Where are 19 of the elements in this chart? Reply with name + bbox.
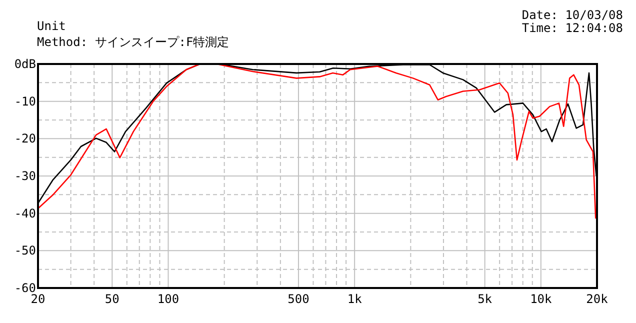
x-tick-label: 5k	[478, 292, 493, 306]
text: Date: 10/03/08	[522, 8, 623, 22]
x-tick-label: 10k	[530, 292, 553, 306]
x-tick-label: 500	[288, 292, 310, 306]
y-tick-label: -10	[14, 94, 36, 108]
x-tick-label: 1k	[347, 292, 363, 306]
y-tick-label: -60	[14, 281, 36, 295]
text: Method: サインスイープ:F特測定	[37, 35, 230, 49]
text: Unit	[37, 19, 66, 33]
y-tick-label: -40	[14, 206, 36, 220]
y-tick-label: -30	[14, 169, 36, 183]
x-tick-label: 20	[30, 292, 46, 306]
y-tick-label: -50	[14, 244, 36, 258]
y-tick-label: -20	[14, 132, 36, 146]
x-tick-label: 50	[104, 292, 120, 306]
x-tick-label: 20k	[586, 292, 609, 306]
text: Time: 12:04:08	[522, 21, 623, 35]
x-tick-label: 100	[157, 292, 180, 306]
y-tick-label: 0dB	[14, 57, 36, 71]
